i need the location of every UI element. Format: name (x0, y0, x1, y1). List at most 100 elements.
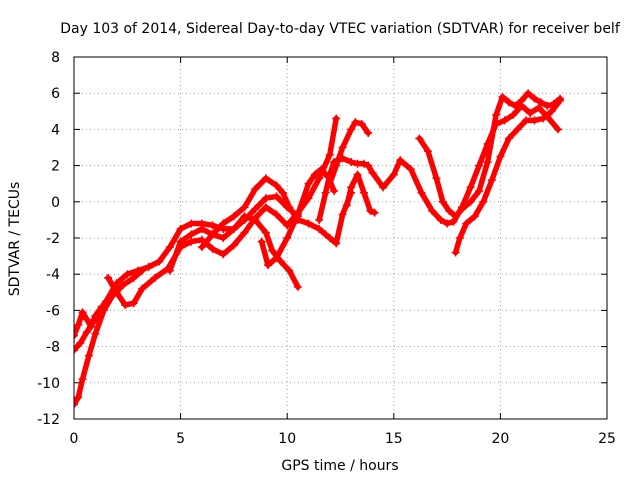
data-point (219, 250, 228, 259)
y-tick-label: 6 (51, 86, 60, 102)
data-point (261, 228, 270, 237)
data-point (272, 253, 281, 262)
y-tick-labels: -12 -10 -8 -6 -4 -2 0 2 4 6 8 (37, 50, 60, 428)
series-line (258, 166, 337, 268)
data-point (208, 244, 217, 253)
data-point (479, 197, 488, 206)
data-point (285, 266, 294, 275)
data-point (304, 219, 313, 228)
data-point (261, 174, 270, 183)
x-tick-label: 10 (278, 431, 296, 447)
data-point (138, 266, 147, 275)
data-point (138, 284, 147, 293)
data-point (187, 230, 196, 239)
data-point (257, 237, 266, 246)
data-point (364, 129, 373, 138)
data-point (357, 119, 366, 128)
data-point (521, 116, 530, 125)
y-axis-label: SDTVAR / TECUs (7, 182, 23, 297)
data-point (423, 147, 432, 156)
data-point (310, 170, 319, 179)
data-point (151, 273, 160, 282)
data-point (351, 118, 360, 127)
data-point (353, 170, 362, 179)
data-point (556, 96, 565, 105)
data-point (475, 186, 484, 195)
data-point (524, 89, 533, 98)
series-track-2 (74, 266, 147, 409)
data-point (74, 346, 78, 355)
data-point (285, 203, 294, 212)
data-point (108, 291, 117, 300)
data-point (74, 320, 83, 329)
data-point (84, 351, 93, 360)
x-tick-labels: 0 5 10 15 20 25 (70, 431, 616, 447)
data-point (332, 161, 341, 170)
data-point (338, 143, 347, 152)
data-point (278, 188, 287, 197)
data-point (240, 228, 249, 237)
data-point (364, 161, 373, 170)
data-point (251, 185, 260, 194)
series-track-8 (315, 101, 562, 228)
y-tick-label: -8 (46, 340, 60, 356)
data-point (347, 183, 356, 192)
series-track-1 (74, 192, 302, 355)
y-tick-label: -4 (46, 267, 60, 283)
data-point (536, 98, 545, 107)
data-point (487, 176, 496, 185)
data-point (470, 212, 479, 221)
data-point (197, 224, 206, 233)
axis-ticks (73, 56, 608, 420)
data-point (112, 288, 121, 297)
data-point (466, 183, 475, 192)
data-point (104, 273, 113, 282)
data-point (219, 219, 228, 228)
data-point (332, 239, 341, 248)
data-point (129, 299, 138, 308)
data-point (543, 101, 552, 110)
data-point (87, 322, 96, 331)
data-point (428, 206, 437, 215)
data-point (251, 215, 260, 224)
data-point (208, 230, 217, 239)
data-point (466, 197, 475, 206)
data-point (219, 234, 228, 242)
data-point (438, 197, 447, 206)
data-point (500, 116, 509, 125)
data-point (317, 165, 326, 174)
data-point (451, 248, 460, 257)
data-point (547, 107, 556, 116)
data-point (91, 329, 100, 338)
series-line (74, 193, 301, 353)
data-point (347, 125, 356, 134)
data-point (283, 234, 292, 242)
series-track-10 (342, 170, 379, 217)
y-tick-label: -10 (37, 376, 60, 392)
data-point (445, 206, 454, 215)
data-point (261, 194, 270, 203)
data-point (379, 183, 388, 192)
data-point (462, 219, 471, 228)
y-tick-label: 4 (51, 122, 60, 138)
data-point (197, 243, 206, 252)
data-point (97, 302, 106, 311)
series-track-3 (74, 302, 106, 340)
x-tick-label: 25 (598, 431, 616, 447)
y-tick-label: -12 (37, 412, 60, 428)
data-point (82, 315, 91, 324)
data-point (78, 308, 87, 317)
data-point (144, 262, 153, 271)
data-point (187, 237, 196, 246)
data-point (366, 206, 375, 215)
data-point (315, 174, 324, 183)
data-point (526, 109, 535, 118)
series-track-4 (104, 114, 341, 309)
data-point (321, 230, 330, 239)
y-tick-label: 0 (51, 195, 60, 211)
data-point (240, 203, 249, 212)
data-point (74, 393, 83, 402)
data-point (321, 188, 330, 197)
